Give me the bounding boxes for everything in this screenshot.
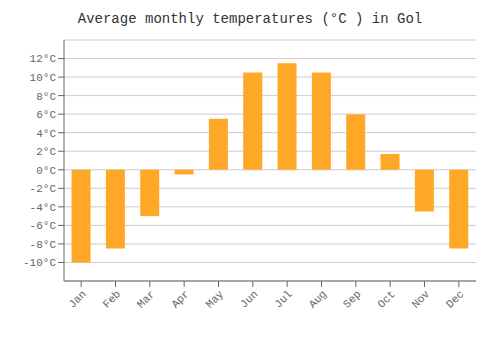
svg-text:Feb: Feb — [101, 288, 123, 310]
svg-text:Jan: Jan — [66, 288, 88, 310]
svg-text:4°C: 4°C — [36, 128, 56, 140]
svg-text:Nov: Nov — [410, 288, 433, 311]
svg-text:Jul: Jul — [272, 288, 294, 310]
svg-text:2°C: 2°C — [36, 146, 56, 158]
svg-text:Aug: Aug — [307, 288, 329, 310]
svg-text:12°C: 12°C — [30, 53, 57, 65]
svg-text:-6°C: -6°C — [30, 220, 57, 232]
svg-text:6°C: 6°C — [36, 109, 56, 121]
svg-text:Oct: Oct — [375, 288, 397, 310]
svg-text:-8°C: -8°C — [30, 239, 57, 251]
svg-text:Mar: Mar — [135, 288, 157, 310]
svg-text:0°C: 0°C — [36, 165, 56, 177]
svg-text:Apr: Apr — [169, 288, 191, 310]
svg-text:Jun: Jun — [238, 288, 260, 310]
svg-text:10°C: 10°C — [30, 72, 57, 84]
html-text:Average monthly temperatures (: Average monthly temperatures (°C ) in Go… — [77, 11, 423, 27]
svg-text:-2°C: -2°C — [30, 183, 57, 195]
svg-text:May: May — [204, 288, 227, 311]
svg-text:Dec: Dec — [444, 288, 466, 310]
svg-text:-10°C: -10°C — [23, 257, 56, 269]
svg-text:-4°C: -4°C — [30, 202, 57, 214]
svg-text:Sep: Sep — [341, 288, 363, 310]
svg-text:8°C: 8°C — [36, 91, 56, 103]
